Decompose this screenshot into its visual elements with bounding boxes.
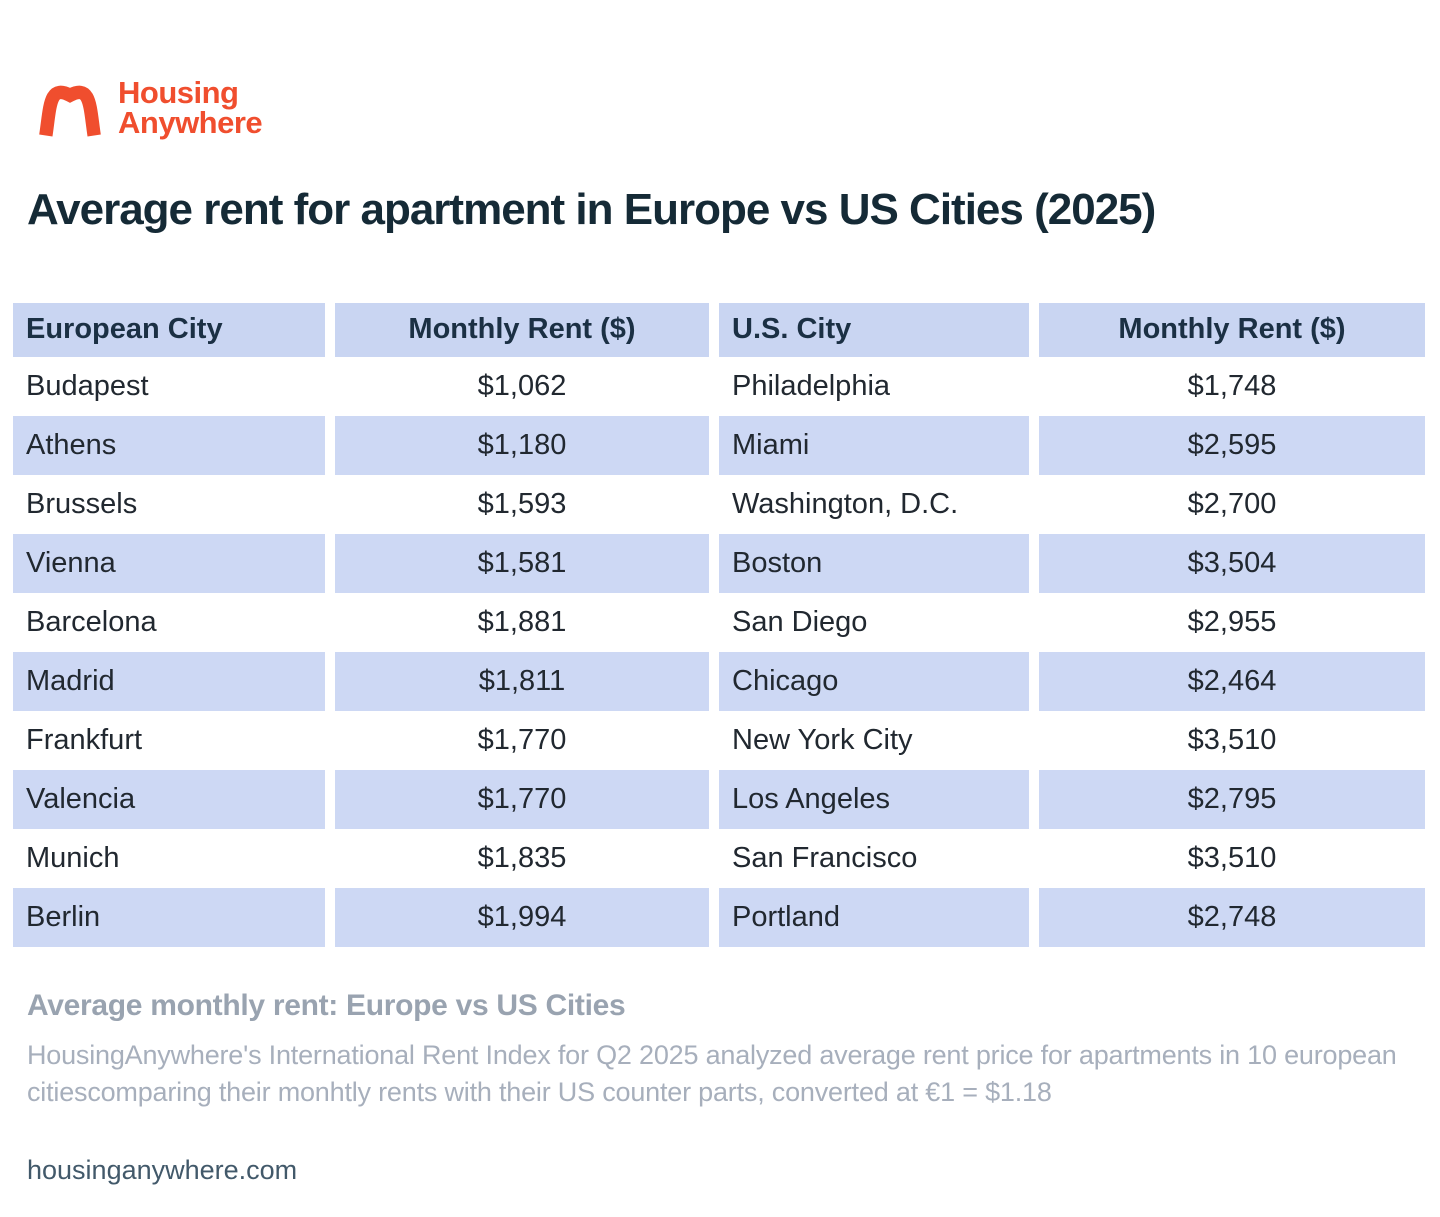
european-city-cell: Berlin — [13, 887, 325, 947]
european-rent-cell: $1,770 — [477, 723, 567, 756]
european-rent-cell: $1,770 — [335, 769, 709, 829]
table-row: Athens $1,180 Miami $2,595 — [13, 415, 1425, 475]
rent-table-body: Budapest $1,062 Philadelphia $1,748 Athe… — [13, 357, 1425, 947]
brand-logo: Housing Anywhere — [36, 74, 1440, 139]
table-row: Vienna $1,581 Boston $3,504 — [13, 533, 1425, 593]
european-rent-cell: $1,811 — [335, 651, 709, 711]
us-city-cell: Washington, D.C. — [732, 487, 959, 520]
european-city-cell: Vienna — [13, 533, 325, 593]
european-city-cell: Valencia — [13, 769, 325, 829]
us-rent-cell: $2,700 — [1187, 487, 1277, 520]
european-city-cell: Madrid — [13, 651, 325, 711]
housinganywhere-arch-icon — [39, 85, 101, 137]
us-city-cell: Chicago — [719, 651, 1029, 711]
brand-name-line1: Housing — [118, 75, 239, 110]
chart-description: HousingAnywhere's International Rent Ind… — [27, 1039, 1397, 1107]
european-rent-cell: $1,994 — [335, 887, 709, 947]
european-city-cell: Frankfurt — [26, 723, 143, 756]
table-row: Frankfurt $1,770 New York City $3,510 — [13, 711, 1425, 770]
us-city-cell: Miami — [719, 415, 1029, 475]
table-row: Munich $1,835 San Francisco $3,510 — [13, 829, 1425, 888]
table-row: Budapest $1,062 Philadelphia $1,748 — [13, 357, 1425, 416]
european-rent-cell: $1,062 — [477, 369, 567, 402]
rent-comparison-table: European City Monthly Rent ($) U.S. City… — [13, 302, 1425, 947]
table-row: Madrid $1,811 Chicago $2,464 — [13, 651, 1425, 711]
us-rent-cell: $3,510 — [1187, 841, 1277, 874]
us-rent-cell: $1,748 — [1187, 369, 1277, 402]
table-row: Barcelona $1,881 San Diego $2,955 — [13, 593, 1425, 652]
brand-wordmark: Housing Anywhere — [118, 74, 263, 141]
us-city-cell: Philadelphia — [732, 369, 891, 402]
us-rent-cell: $2,748 — [1039, 887, 1425, 947]
table-header-row: European City Monthly Rent ($) U.S. City… — [13, 302, 1425, 357]
us-rent-cell: $2,595 — [1039, 415, 1425, 475]
european-rent-cell: $1,881 — [477, 605, 567, 638]
us-city-cell: Boston — [719, 533, 1029, 593]
european-city-cell: Munich — [26, 841, 120, 874]
us-rent-cell: $3,510 — [1187, 723, 1277, 756]
us-rent-cell: $2,464 — [1039, 651, 1425, 711]
european-rent-cell: $1,835 — [477, 841, 567, 874]
european-city-cell: Brussels — [26, 487, 138, 520]
european-city-cell: Athens — [13, 415, 325, 475]
european-rent-cell: $1,581 — [335, 533, 709, 593]
table-row: Valencia $1,770 Los Angeles $2,795 — [13, 769, 1425, 829]
table-row: Brussels $1,593 Washington, D.C. $2,700 — [13, 475, 1425, 534]
column-header-us-city: U.S. City — [719, 302, 1029, 357]
us-city-cell: San Francisco — [732, 841, 918, 874]
us-city-cell: San Diego — [732, 605, 868, 638]
website-url: housinganywhere.com — [27, 1154, 298, 1185]
us-rent-cell: $2,795 — [1039, 769, 1425, 829]
brand-name-line2: Anywhere — [118, 105, 263, 141]
us-city-cell: New York City — [732, 723, 913, 756]
column-header-us-rent: Monthly Rent ($) — [1039, 302, 1425, 357]
column-header-european-city: European City — [13, 302, 325, 357]
european-city-cell: Budapest — [26, 369, 149, 402]
us-rent-cell: $3,504 — [1039, 533, 1425, 593]
column-header-european-rent: Monthly Rent ($) — [335, 302, 709, 357]
page-title: Average rent for apartment in Europe vs … — [27, 184, 1156, 234]
us-city-cell: Los Angeles — [719, 769, 1029, 829]
european-rent-cell: $1,593 — [477, 487, 567, 520]
us-rent-cell: $2,955 — [1187, 605, 1277, 638]
us-city-cell: Portland — [719, 887, 1029, 947]
european-rent-cell: $1,180 — [335, 415, 709, 475]
chart-subtitle: Average monthly rent: Europe vs US Citie… — [27, 988, 626, 1022]
table-row: Berlin $1,994 Portland $2,748 — [13, 887, 1425, 947]
european-city-cell: Barcelona — [26, 605, 157, 638]
rent-infographic: Housing Anywhere Average rent for apartm… — [13, 74, 1440, 1185]
